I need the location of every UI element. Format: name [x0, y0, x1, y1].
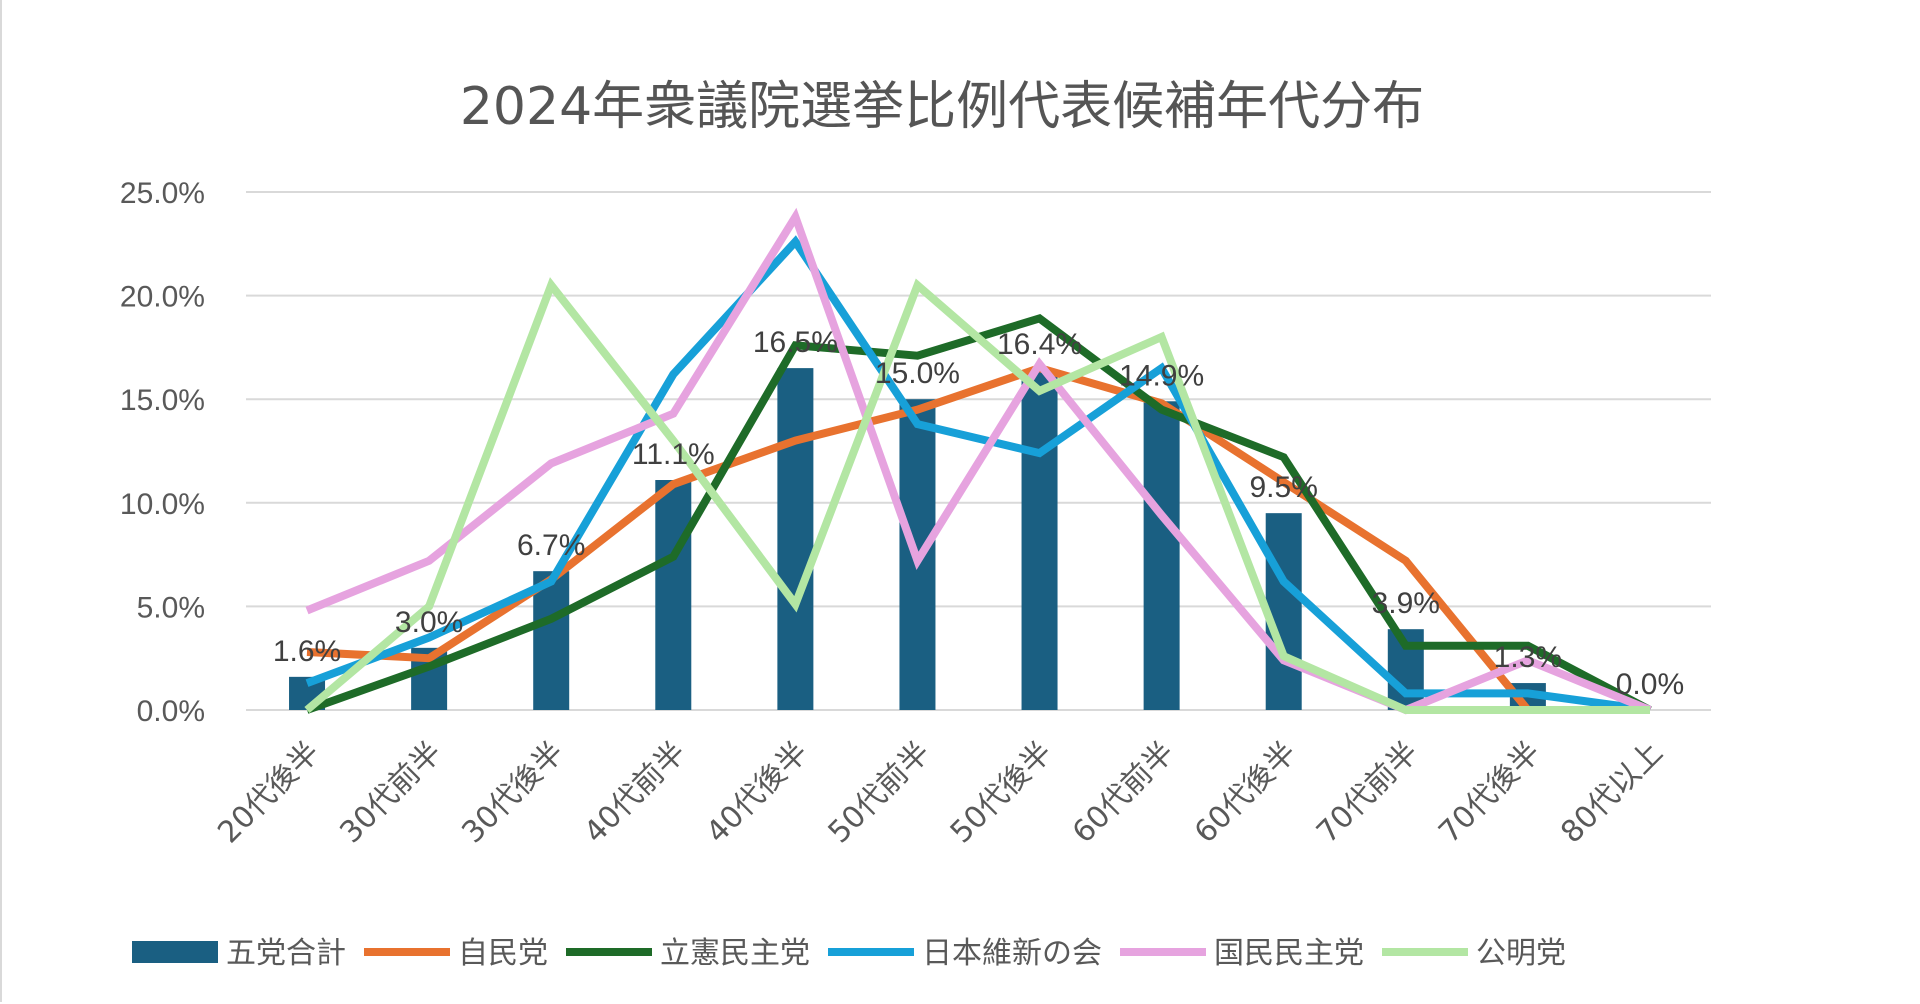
legend-label: 公明党 — [1476, 936, 1566, 971]
x-tick-label: 40代前半 — [578, 735, 693, 850]
data-label: 1.6% — [273, 635, 341, 668]
legend: 五党合計 自民党 立憲民主党 日本維新の会 国民民主党 公明党 — [132, 936, 1566, 971]
data-label: 3.0% — [395, 606, 463, 639]
data-label: 1.3% — [1494, 641, 1562, 674]
y-tick-label: 20.0% — [120, 281, 205, 314]
x-tick-label: 80代以上 — [1554, 735, 1669, 850]
legend-label: 立憲民主党 — [660, 936, 810, 971]
line-国民民主党 — [305, 207, 1652, 715]
data-label: 14.9% — [1119, 359, 1204, 392]
data-label: 3.9% — [1372, 587, 1440, 620]
legend-label: 五党合計 — [226, 936, 346, 971]
bar-60代後半 — [1265, 513, 1302, 710]
legend-item: 立憲民主党 — [566, 936, 810, 971]
x-tick-label: 60代後半 — [1188, 735, 1303, 850]
legend-label: 国民民主党 — [1214, 936, 1364, 971]
data-label: 0.0% — [1616, 668, 1684, 701]
data-labels: 1.6% 3.0% 6.7% 11.1% 16.5% 15.0% 16.4% 14.9% 9.5… — [273, 326, 1684, 701]
legend-swatch — [132, 941, 218, 963]
x-tick-label: 50代後半 — [944, 735, 1059, 850]
legend-item: 国民民主党 — [1120, 936, 1364, 971]
data-label: 9.5% — [1250, 471, 1318, 504]
line-自民党 — [306, 363, 1650, 714]
x-tick-label: 60代前半 — [1066, 735, 1181, 850]
bar-60代前半 — [1143, 401, 1180, 710]
bar-50代後半 — [1021, 370, 1058, 710]
y-tick-label: 5.0% — [137, 591, 205, 624]
y-tick-label: 0.0% — [137, 695, 205, 728]
x-tick-label: 70代後半 — [1432, 735, 1547, 850]
y-tick-label: 15.0% — [120, 384, 205, 417]
x-tick-label: 30代後半 — [455, 735, 570, 850]
line-公明党 — [304, 277, 1650, 714]
data-label: 15.0% — [875, 357, 960, 390]
legend-item: 自民党 — [364, 936, 548, 971]
x-tick-label: 50代前半 — [822, 735, 937, 850]
legend-item: 五党合計 — [132, 936, 346, 971]
legend-label: 自民党 — [458, 936, 548, 971]
legend-item: 日本維新の会 — [828, 936, 1102, 971]
x-tick-label: 30代前半 — [333, 735, 448, 850]
legend-item: 公明党 — [1382, 936, 1566, 971]
x-tick-label: 70代前半 — [1310, 735, 1425, 850]
data-label: 11.1% — [632, 438, 715, 471]
y-tick-label: 25.0% — [120, 177, 205, 210]
line-日本維新の会 — [305, 235, 1651, 714]
line-series — [304, 207, 1652, 715]
y-tick-label: 10.0% — [120, 488, 205, 521]
data-label: 6.7% — [517, 529, 585, 562]
line-立憲民主党 — [305, 313, 1652, 714]
data-label: 16.5% — [753, 326, 838, 359]
data-label: 16.4% — [997, 328, 1082, 361]
chart-title: 2024年衆議院選挙比例代表候補年代分布 — [460, 77, 1424, 137]
bar-30代後半 — [533, 571, 570, 710]
x-axis: 20代後半 30代前半 30代後半 40代前半 40代後半 50代前半 50代後半 60代前半… — [211, 735, 1669, 850]
bar-40代前半 — [655, 480, 692, 710]
bar-40代後半 — [777, 368, 814, 710]
legend-label: 日本維新の会 — [922, 936, 1102, 971]
y-axis: 0.0% 5.0% 10.0% 15.0% 20.0% 25.0% — [120, 177, 205, 728]
x-tick-label: 40代後半 — [700, 735, 815, 850]
x-tick-label: 20代後半 — [211, 735, 326, 850]
